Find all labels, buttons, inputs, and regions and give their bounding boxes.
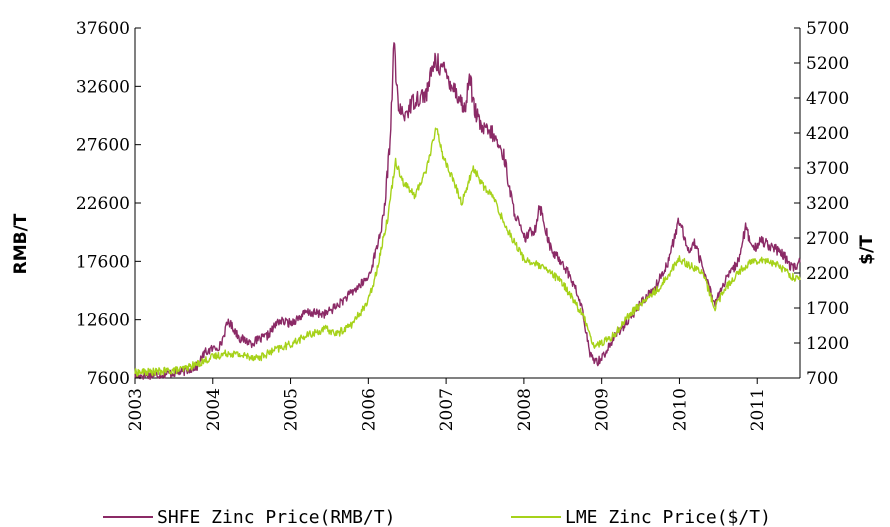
y-left-tick-label: 22600 — [76, 194, 130, 214]
ticks-layer: 7600 12600 17600 22600 27600 32600 37600 700 120… — [76, 19, 849, 431]
series-layer — [134, 42, 801, 380]
y-right-tick-label: 3700 — [806, 159, 849, 179]
y-right-tick-label: 4200 — [806, 124, 849, 144]
y-right-tick-label: 5200 — [806, 54, 849, 74]
y-right-tick-label: 700 — [806, 369, 838, 389]
x-tick-label: 2009 — [593, 388, 613, 431]
series-line-lme — [134, 127, 801, 377]
y-axis-left-title: RMB/T — [11, 213, 31, 274]
x-tick-label: 2010 — [670, 388, 690, 431]
legend: SHFE Zinc Price(RMB/T) LME Zinc Price($/… — [103, 507, 771, 527]
y-right-tick-label: 2200 — [806, 264, 849, 284]
y-right-tick-label: 5700 — [806, 19, 849, 39]
x-tick-label: 2004 — [204, 388, 224, 431]
y-left-tick-label: 7600 — [87, 369, 130, 389]
x-tick-label: 2003 — [126, 388, 146, 431]
legend-label-lme: LME Zinc Price($/T) — [565, 507, 771, 527]
axes — [134, 28, 801, 379]
x-tick-label: 2007 — [437, 388, 457, 431]
y-right-tick-label: 4700 — [806, 89, 849, 109]
series-line-shfe — [134, 42, 801, 380]
y-left-tick-label: 32600 — [76, 77, 130, 97]
legend-label-shfe: SHFE Zinc Price(RMB/T) — [157, 507, 395, 527]
x-tick-label: 2006 — [359, 388, 379, 431]
x-tick-label: 2008 — [515, 388, 535, 431]
y-right-tick-label: 2700 — [806, 229, 849, 249]
y-left-tick-label: 37600 — [76, 19, 130, 39]
y-left-tick-label: 27600 — [76, 136, 130, 156]
y-right-tick-label: 1700 — [806, 299, 849, 319]
x-tick-label: 2011 — [748, 388, 768, 431]
x-tick-label: 2005 — [282, 388, 302, 431]
y-left-tick-label: 17600 — [76, 252, 130, 272]
y-right-tick-label: 1200 — [806, 334, 849, 354]
y-axis-right-title: $/T — [857, 235, 877, 265]
y-right-tick-label: 3200 — [806, 194, 849, 214]
y-left-tick-label: 12600 — [76, 311, 130, 331]
